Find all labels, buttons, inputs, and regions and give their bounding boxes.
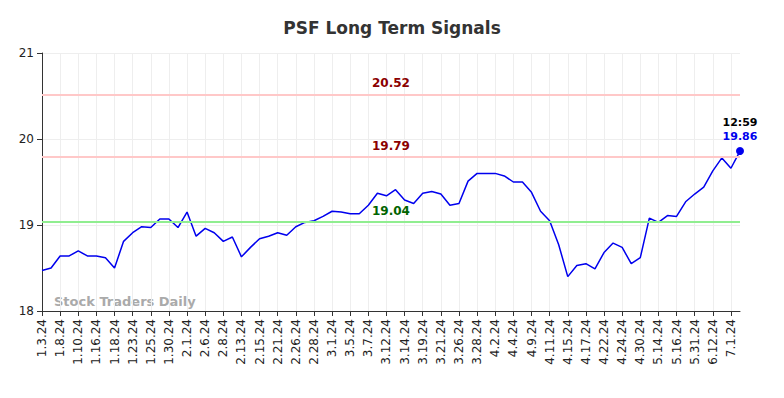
svg-text:1.8.24: 1.8.24 [53, 319, 67, 357]
svg-text:2.28.24: 2.28.24 [307, 319, 321, 365]
svg-text:5.31.24: 5.31.24 [688, 319, 702, 365]
svg-text:5.14.24: 5.14.24 [651, 319, 665, 365]
svg-text:1.23.24: 1.23.24 [126, 319, 140, 365]
svg-text:19.79: 19.79 [372, 139, 410, 153]
svg-text:4.17.24: 4.17.24 [579, 319, 593, 365]
svg-text:19.04: 19.04 [372, 204, 410, 218]
svg-text:2.8.24: 2.8.24 [216, 319, 230, 357]
svg-text:3.28.24: 3.28.24 [470, 319, 484, 365]
svg-text:19.86: 19.86 [723, 130, 758, 143]
svg-text:3.7.24: 3.7.24 [361, 319, 375, 357]
svg-text:4.11.24: 4.11.24 [543, 319, 557, 365]
svg-text:2.13.24: 2.13.24 [234, 319, 248, 365]
svg-text:1.3.24: 1.3.24 [35, 319, 49, 357]
svg-text:4.15.24: 4.15.24 [561, 319, 575, 365]
svg-text:2.26.24: 2.26.24 [289, 319, 303, 365]
svg-text:4.4.24: 4.4.24 [506, 319, 520, 357]
svg-text:1.10.24: 1.10.24 [71, 319, 85, 365]
svg-text:12:59: 12:59 [722, 116, 757, 129]
svg-text:2.15.24: 2.15.24 [253, 319, 267, 365]
svg-text:19: 19 [19, 218, 34, 232]
svg-text:1.18.24: 1.18.24 [108, 319, 122, 365]
svg-text:18: 18 [19, 304, 34, 318]
svg-text:1.25.24: 1.25.24 [144, 319, 158, 365]
svg-text:4.22.24: 4.22.24 [597, 319, 611, 365]
svg-text:4.30.24: 4.30.24 [633, 319, 647, 365]
svg-text:21: 21 [19, 46, 34, 60]
svg-text:2.21.24: 2.21.24 [271, 319, 285, 365]
svg-text:PSF Long Term Signals: PSF Long Term Signals [283, 18, 501, 38]
svg-text:3.26.24: 3.26.24 [452, 319, 466, 365]
svg-text:3.21.24: 3.21.24 [434, 319, 448, 365]
svg-text:20: 20 [19, 132, 34, 146]
svg-text:1.16.24: 1.16.24 [89, 319, 103, 365]
svg-text:2.1.24: 2.1.24 [180, 319, 194, 357]
svg-text:3.19.24: 3.19.24 [416, 319, 430, 365]
svg-text:2.6.24: 2.6.24 [198, 319, 212, 357]
svg-text:3.5.24: 3.5.24 [343, 319, 357, 357]
svg-text:7.1.24: 7.1.24 [724, 319, 738, 357]
svg-text:4.2.24: 4.2.24 [488, 319, 502, 357]
svg-text:1.30.24: 1.30.24 [162, 319, 176, 365]
svg-text:4.9.24: 4.9.24 [525, 319, 539, 357]
svg-text:3.1.24: 3.1.24 [325, 319, 339, 357]
svg-text:Stock Traders Daily: Stock Traders Daily [54, 294, 196, 309]
svg-text:3.12.24: 3.12.24 [379, 319, 393, 365]
svg-text:4.24.24: 4.24.24 [615, 319, 629, 365]
svg-text:6.12.24: 6.12.24 [706, 319, 720, 365]
svg-text:3.14.24: 3.14.24 [398, 319, 412, 365]
svg-text:5.16.24: 5.16.24 [670, 319, 684, 365]
svg-text:20.52: 20.52 [372, 76, 410, 90]
